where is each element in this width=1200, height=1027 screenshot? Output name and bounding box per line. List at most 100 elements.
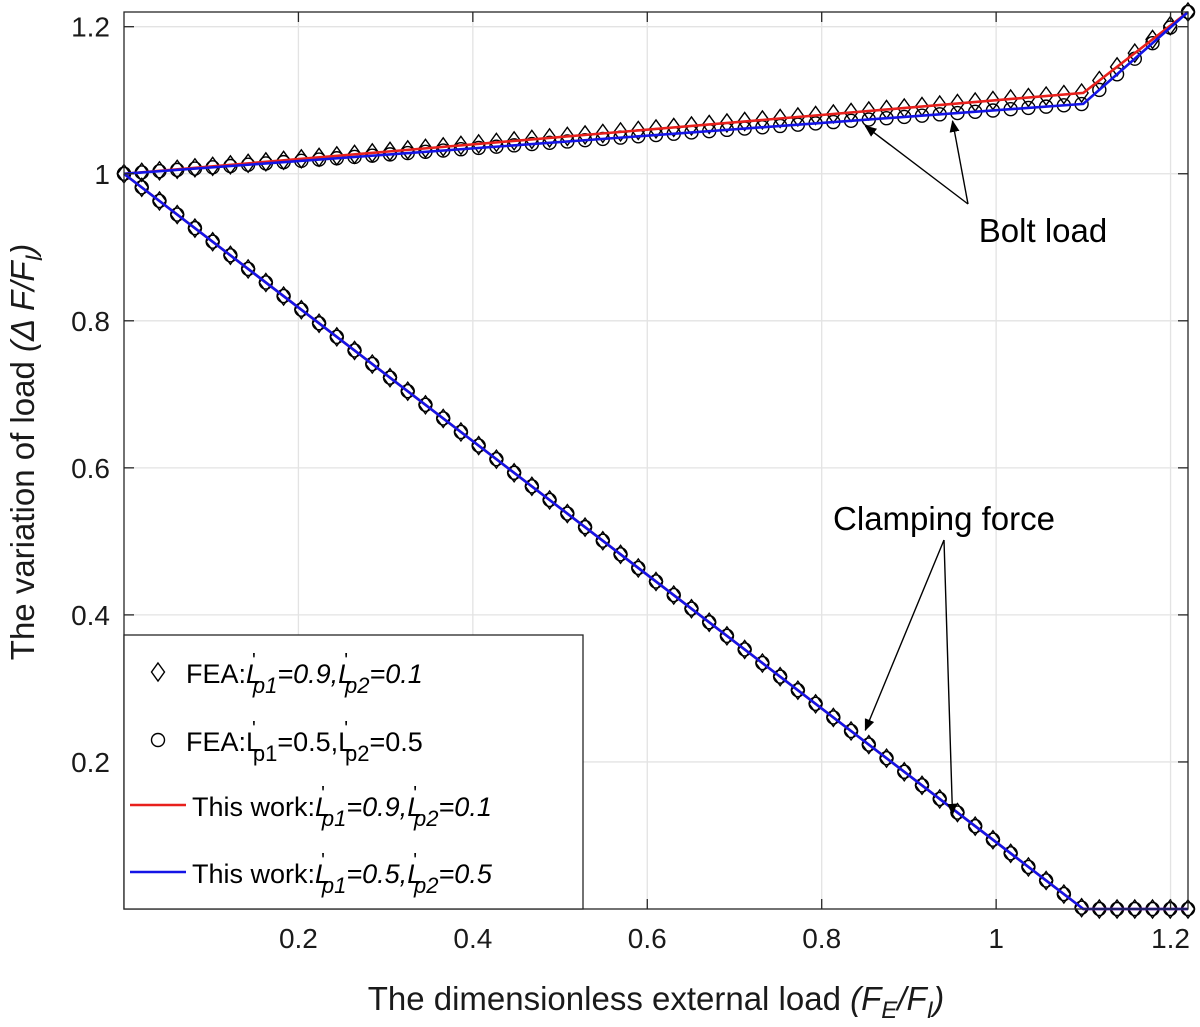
data-point-clamp xyxy=(382,370,398,385)
data-point-clamp xyxy=(205,234,220,249)
data-point-bolt xyxy=(737,111,753,132)
y-tick-label: 0.8 xyxy=(71,306,110,337)
data-point-bolt xyxy=(435,136,451,158)
legend-label-part: L xyxy=(315,792,330,822)
data-point-clamp xyxy=(365,356,380,372)
data-point-clamp xyxy=(1162,898,1178,920)
data-point-bolt xyxy=(169,159,185,180)
data-point-bolt xyxy=(1056,84,1072,105)
data-point-clamp xyxy=(1145,898,1160,920)
data-point-clamp xyxy=(914,778,930,793)
x-axis-title-sub2: I xyxy=(927,997,934,1024)
data-point-bolt xyxy=(471,133,487,155)
data-point-clamp xyxy=(400,384,415,399)
legend-marker xyxy=(150,732,166,748)
data-point-bolt xyxy=(453,135,469,156)
x-axis-title-open: (F xyxy=(850,980,883,1017)
data-point-clamp xyxy=(489,451,504,467)
data-point-clamp xyxy=(240,261,256,277)
data-point-clamp xyxy=(1127,898,1143,920)
x-tick-label: 0.2 xyxy=(279,923,318,954)
legend-label-part: =0.1 xyxy=(370,659,423,689)
data-point-clamp xyxy=(1056,886,1072,902)
data-point-bolt xyxy=(577,124,593,146)
data-point-clamp xyxy=(1003,846,1018,861)
x-tick-label: 0.4 xyxy=(453,923,492,954)
data-point-clamp xyxy=(861,737,876,752)
legend-label-part: ' xyxy=(252,718,256,740)
legend-label: FEA:L' p1=0.9,L' p2=0.1 xyxy=(186,650,423,698)
y-axis-title-close: ) xyxy=(4,244,41,259)
legend-box xyxy=(123,634,584,910)
data-point-bolt xyxy=(1021,87,1036,108)
data-point-clamp xyxy=(436,411,451,426)
y-tick-label: 1 xyxy=(94,159,110,190)
data-point-clamp xyxy=(897,764,912,779)
data-point-clamp xyxy=(613,547,628,562)
x-axis-title-close: ) xyxy=(929,980,944,1017)
legend-item: This work:L' p1=0.5,L' p2=0.5 xyxy=(130,850,493,898)
data-point-clamp xyxy=(1021,859,1036,875)
legend-label-part: L xyxy=(246,727,261,757)
legend-label-part: ' xyxy=(344,718,348,740)
series-line-bolt xyxy=(123,10,1189,176)
data-point-clamp xyxy=(223,248,238,263)
legend-label-part: ' xyxy=(321,783,325,805)
plot-frame xyxy=(123,11,1189,910)
data-point-bolt xyxy=(506,130,522,152)
legend-label-part: L xyxy=(407,859,422,889)
data-point-bolt xyxy=(595,123,611,144)
data-point-clamp xyxy=(737,642,752,657)
grid xyxy=(124,12,1188,909)
legend-label-part: L xyxy=(407,792,422,822)
legend-label-part: ' xyxy=(321,850,325,872)
legend-label-part: ' xyxy=(252,650,256,672)
data-point-clamp xyxy=(808,696,823,711)
data-point-clamp xyxy=(879,750,894,766)
legend-label-part: p2 xyxy=(413,806,438,831)
data-point-clamp xyxy=(684,601,699,616)
data-point-clamp xyxy=(1091,898,1107,920)
legend-label-part: L xyxy=(338,659,353,689)
data-point-bolt xyxy=(719,112,735,134)
annotations: Bolt load Clamping force xyxy=(833,119,1107,816)
data-point-clamp xyxy=(560,506,575,521)
data-point-bolt xyxy=(666,117,682,138)
data-point-bolt xyxy=(630,120,646,141)
data-point-clamp xyxy=(329,329,344,345)
x-tick-label: 1.2 xyxy=(1151,923,1190,954)
data-point-clamp xyxy=(648,574,664,589)
legend-label-part: p2 xyxy=(413,873,438,898)
data-point-bolt xyxy=(152,160,167,181)
x-tick-label: 0.8 xyxy=(802,923,841,954)
y-axis-title-sub: I xyxy=(21,254,48,261)
y-axis-title-open: (Δ F/F xyxy=(4,260,41,352)
data-point-bolt xyxy=(524,129,540,150)
legend-label-part: p1 xyxy=(252,673,277,698)
data-point-bolt xyxy=(701,114,717,135)
data-point-clamp xyxy=(1074,900,1089,915)
data-point-bolt xyxy=(418,138,433,159)
data-point-clamp xyxy=(311,316,327,331)
data-point-bolt xyxy=(542,127,557,149)
y-tick-label: 0.2 xyxy=(71,747,110,778)
annotation-arrow xyxy=(864,539,945,732)
legend-label-part: =0.5 xyxy=(370,727,423,757)
data-point-bolt xyxy=(648,118,664,140)
legend-label-part: p2 xyxy=(344,673,369,698)
data-point-clamp xyxy=(134,180,149,195)
y-tick-label: 1.2 xyxy=(71,12,110,43)
data-point-clamp xyxy=(294,302,309,317)
data-point-clamp xyxy=(843,723,859,739)
data-point-bolt xyxy=(684,115,699,137)
data-point-clamp xyxy=(790,683,806,698)
data-point-clamp xyxy=(1180,898,1196,920)
legend-label-part: p1 xyxy=(253,741,277,766)
data-point-clamp xyxy=(258,275,274,290)
legend-label: This work:L' p1=0.5,L' p2=0.5 xyxy=(192,850,493,898)
data-point-clamp xyxy=(755,655,770,671)
data-point-clamp xyxy=(542,492,557,508)
data-point-bolt xyxy=(1038,85,1054,107)
data-point-clamp xyxy=(577,519,593,535)
legend-label-part: =0.5, xyxy=(277,727,338,757)
